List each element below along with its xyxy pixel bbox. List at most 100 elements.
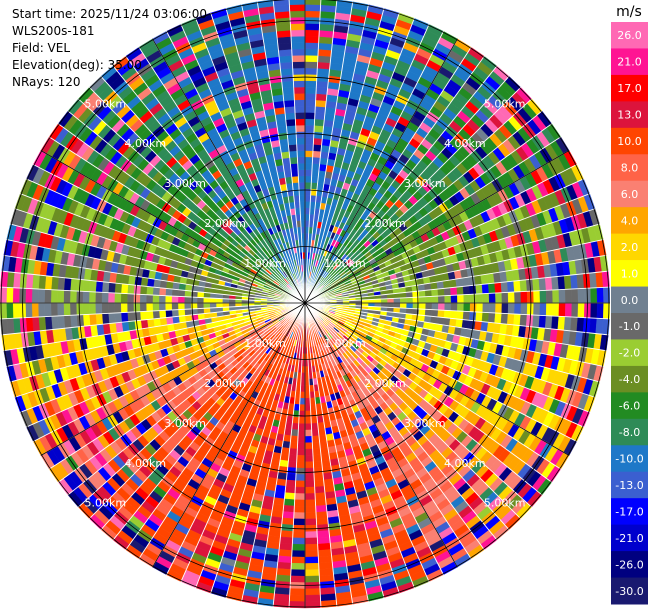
range-gate: [315, 505, 328, 513]
range-gate: [158, 310, 167, 319]
range-gate: [406, 302, 414, 309]
range-gate: [304, 429, 313, 437]
range-gate: [304, 23, 320, 31]
range-gate: [475, 284, 483, 295]
range-gate: [312, 144, 322, 152]
range-gate: [552, 289, 560, 304]
range-gate: [317, 61, 331, 70]
range-gate: [298, 423, 306, 431]
range-gate: [577, 288, 585, 304]
range-gate: [469, 293, 477, 304]
range-gate: [538, 315, 547, 329]
range-gate: [431, 309, 439, 318]
range-gate: [289, 588, 306, 596]
range-gate: [450, 286, 458, 296]
range-gate: [495, 302, 503, 314]
range-gate: [539, 290, 547, 304]
range-gate: [304, 163, 313, 170]
range-gate: [304, 505, 317, 513]
range-gate: [171, 288, 179, 297]
range-gate: [304, 80, 317, 88]
range-gate: [184, 302, 191, 310]
range-gate: [101, 313, 110, 325]
range-gate: [533, 290, 541, 304]
range-gate: [177, 289, 186, 297]
range-gate: [313, 137, 323, 146]
range-gate: [114, 312, 122, 324]
range-gate: [577, 302, 585, 318]
range-gate: [139, 302, 147, 312]
range-gate: [520, 291, 528, 304]
range-gate: [289, 594, 306, 602]
range-gate: [63, 290, 71, 304]
range-gate: [44, 289, 52, 304]
range-gate: [463, 294, 471, 304]
range-gate: [120, 283, 129, 294]
range-gate: [596, 287, 604, 304]
range-gate: [314, 492, 326, 500]
range-gate: [304, 169, 313, 177]
range-gate: [293, 512, 306, 520]
range-gate: [82, 279, 91, 292]
range-gate: [501, 302, 509, 314]
range-gate: [314, 118, 325, 127]
range-gate: [501, 292, 509, 304]
range-gate: [315, 87, 328, 95]
range-gate: [475, 311, 483, 322]
range-gate: [50, 302, 58, 317]
range-gate: [500, 281, 509, 293]
range-gate: [69, 290, 77, 304]
range-gate: [177, 302, 185, 310]
range-gate: [425, 296, 433, 304]
range-gate: [281, 517, 294, 526]
range-gate: [494, 282, 502, 294]
range-gate: [114, 292, 122, 304]
range-gate: [165, 295, 172, 304]
range-gate: [304, 550, 319, 558]
range-gate: [315, 93, 328, 101]
range-gate: [304, 537, 318, 545]
range-gate: [101, 281, 110, 293]
range-gate: [412, 296, 420, 304]
range-gate: [482, 293, 490, 304]
range-gate: [317, 55, 332, 64]
range-gate: [63, 302, 71, 316]
range-gate: [304, 594, 321, 602]
range-gate: [315, 511, 328, 519]
range-gate: [114, 302, 122, 314]
range-gate: [304, 404, 311, 412]
range-gate: [443, 287, 452, 296]
range-gate: [551, 315, 560, 330]
range-gate: [126, 293, 134, 304]
range-gate: [500, 313, 509, 325]
range-gate: [298, 410, 306, 418]
range-gate: [292, 531, 306, 539]
range-gate: [437, 309, 445, 318]
range-gate: [158, 295, 166, 304]
range-gate: [304, 201, 311, 209]
range-gate: [507, 313, 515, 326]
range-gate: [571, 288, 579, 304]
range-gate: [564, 288, 573, 304]
range-gate: [304, 48, 319, 56]
range-gate: [406, 297, 414, 304]
range-gate: [209, 297, 217, 304]
range-gate: [419, 302, 426, 310]
range-gate: [320, 0, 338, 7]
range-gate: [108, 312, 116, 324]
range-gate: [469, 302, 477, 313]
range-gate: [292, 537, 306, 545]
range-gate: [520, 302, 528, 315]
range-gate: [488, 312, 496, 324]
range-gate: [50, 315, 59, 330]
range-gate: [590, 287, 598, 304]
range-gate: [165, 288, 173, 297]
range-gate: [139, 285, 148, 295]
range-gate: [297, 436, 306, 443]
range-gate: [304, 556, 319, 564]
range-gate: [315, 99, 327, 108]
range-gate: [101, 292, 109, 304]
range-gate: [450, 302, 458, 312]
range-gate: [158, 287, 167, 296]
range-gate: [304, 61, 318, 69]
